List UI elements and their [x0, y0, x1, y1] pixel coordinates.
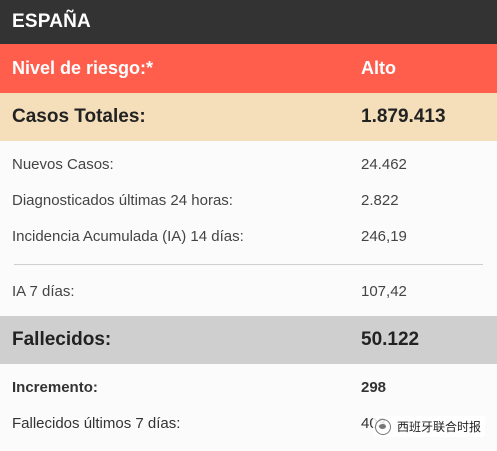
risk-level-value: Alto: [361, 58, 396, 78]
country-header: ESPAÑA: [0, 0, 497, 44]
new-cases-label: Nuevos Casos:: [12, 155, 114, 173]
deaths-increment-label: Incremento:: [12, 378, 98, 396]
section-divider: [14, 264, 483, 265]
incidence-14d-label: Incidencia Acumulada (IA) 14 días:: [12, 227, 244, 245]
watermark-text: 西班牙联合时报: [396, 420, 481, 434]
deaths-7d-label: Fallecidos últimos 7 días:: [12, 414, 181, 432]
ia-7d-label: IA 7 días:: [12, 282, 75, 300]
deaths-label: Fallecidos:: [12, 329, 112, 350]
country-title: ESPAÑA: [12, 11, 91, 32]
deaths-increment-value: 298: [361, 378, 387, 396]
wechat-logo-icon: [374, 418, 391, 435]
incidence-14d-value: 246,19: [361, 227, 407, 245]
source-watermark: 西班牙联合时报: [372, 416, 485, 437]
incidence-14d-row: Incidencia Acumulada (IA) 14 días: 246,1…: [0, 218, 497, 254]
deaths-row: Fallecidos: 50.122: [0, 316, 497, 364]
risk-level-label: Nivel de riesgo:*: [12, 58, 154, 78]
new-cases-value: 24.462: [361, 155, 407, 173]
diagnosed-24h-value: 2.822: [361, 191, 399, 209]
deaths-value: 50.122: [361, 329, 420, 350]
ia-7d-value: 107,42: [361, 282, 407, 300]
deaths-increment-row: Incremento: 298: [0, 369, 497, 405]
diagnosed-24h-label: Diagnosticados últimas 24 horas:: [12, 191, 233, 209]
risk-level-row: Nivel de riesgo:* Alto: [0, 44, 497, 93]
total-cases-value: 1.879.413: [361, 106, 446, 127]
new-cases-row: Nuevos Casos: 24.462: [0, 146, 497, 182]
total-cases-row: Casos Totales: 1.879.413: [0, 93, 497, 141]
ia-7d-row: IA 7 días: 107,42: [0, 273, 497, 309]
total-cases-label: Casos Totales:: [12, 106, 146, 127]
diagnosed-24h-row: Diagnosticados últimas 24 horas: 2.822: [0, 182, 497, 218]
